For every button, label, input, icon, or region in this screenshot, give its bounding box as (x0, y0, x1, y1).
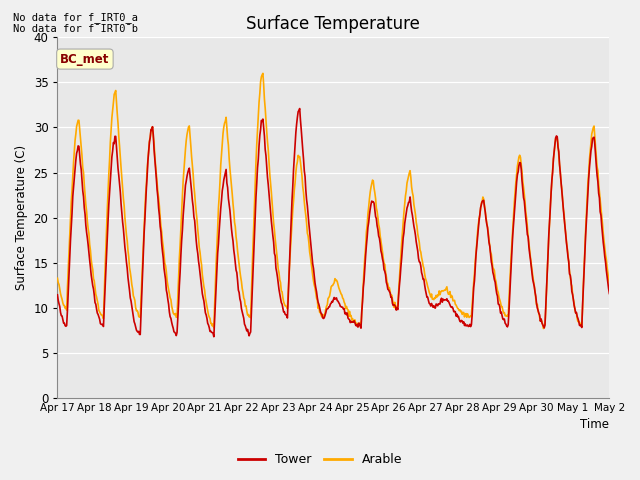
X-axis label: Time: Time (580, 419, 609, 432)
Title: Surface Temperature: Surface Temperature (246, 15, 420, 33)
Legend: Tower, Arable: Tower, Arable (233, 448, 407, 471)
Text: No data for f_IRT0_a: No data for f_IRT0_a (13, 12, 138, 23)
Text: No data for f¯IRT0¯b: No data for f¯IRT0¯b (13, 24, 138, 34)
Y-axis label: Surface Temperature (C): Surface Temperature (C) (15, 145, 28, 290)
Text: BC_met: BC_met (60, 53, 109, 66)
